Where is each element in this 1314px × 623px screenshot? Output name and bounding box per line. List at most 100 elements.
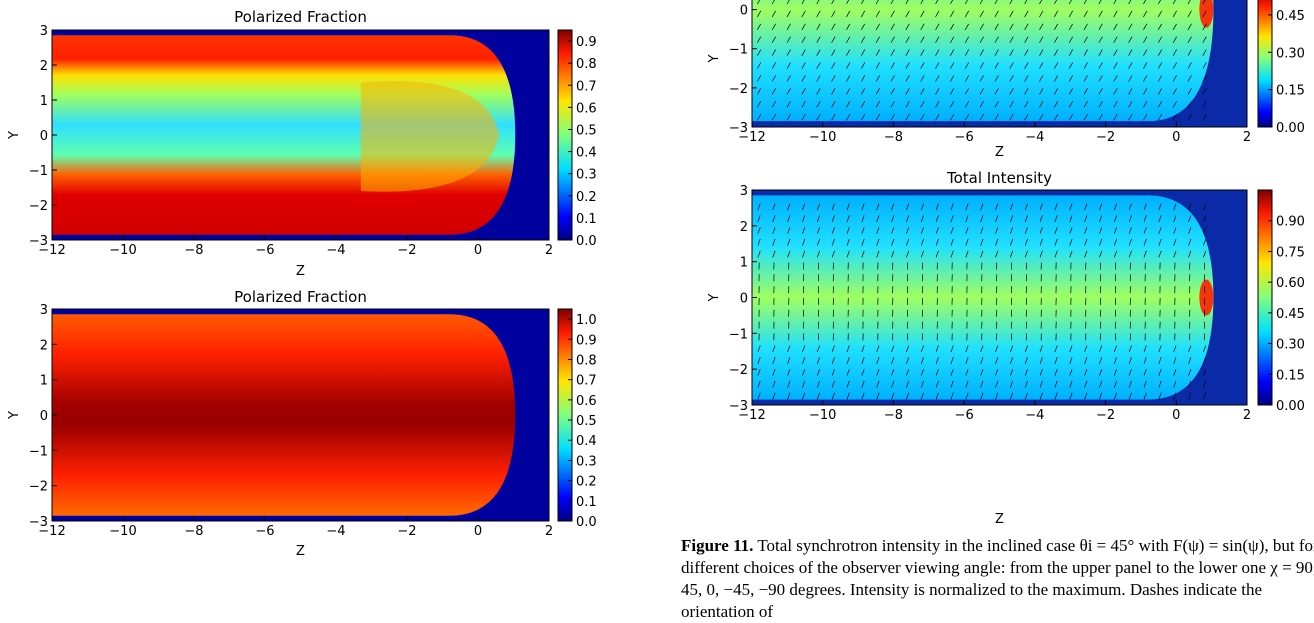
y-tick-label: 3: [40, 303, 48, 318]
y-tick-label: −3: [729, 121, 748, 136]
y-axis-label: Y: [707, 54, 722, 63]
colorbar-tick-label: 0.45: [1276, 9, 1305, 24]
y-tick-label: −3: [29, 515, 48, 530]
x-axis-label: Z: [995, 512, 1004, 527]
colorbar-tick-label: 0.5: [576, 123, 597, 138]
colorbar-tick-label: 0.00: [1276, 399, 1305, 414]
colorbar-tick-label: 0.30: [1276, 46, 1305, 61]
colorbar-tick-label: 0.1: [576, 495, 597, 510]
colorbar-tick-label: 0.8: [576, 353, 597, 368]
x-tick-label: −2: [1096, 130, 1115, 145]
x-tick-label: 0: [474, 524, 482, 539]
x-tick-label: −4: [326, 243, 345, 258]
figure-caption: Figure 11. Total synchrotron intensity i…: [681, 535, 1314, 623]
y-tick-label: −3: [729, 399, 748, 414]
x-tick-label: −8: [184, 243, 203, 258]
colorbar-tick-label: 0.15: [1276, 84, 1305, 99]
colorbar-tick-label: 0.3: [576, 168, 597, 183]
y-tick-label: −1: [29, 444, 48, 459]
colorbar: [1258, 190, 1272, 405]
caption-text: Total synchrotron intensity in the incli…: [681, 536, 1314, 621]
colorbar-tick-label: 0.7: [576, 79, 597, 94]
y-tick-label: 3: [40, 24, 48, 39]
colorbar-tick-label: 0.0: [576, 515, 597, 530]
x-tick-label: −4: [1025, 408, 1044, 423]
x-tick-label: −10: [109, 243, 136, 258]
x-tick-label: 2: [1243, 130, 1251, 145]
x-tick-label: −6: [255, 524, 274, 539]
jet-body: [52, 314, 515, 515]
y-axis-label: Y: [7, 411, 22, 420]
y-tick-label: 2: [40, 338, 48, 353]
plot-title: Polarized Fraction: [234, 288, 367, 306]
colorbar-tick-label: 0.2: [576, 475, 597, 490]
x-tick-label: 0: [474, 243, 482, 258]
y-tick-label: −3: [29, 234, 48, 249]
colorbar-tick-label: 0.6: [576, 394, 597, 409]
x-tick-label: −8: [884, 130, 903, 145]
plot-title: Polarized Fraction: [234, 8, 367, 26]
colorbar: [558, 30, 572, 240]
x-axis-label: Z: [296, 544, 305, 559]
y-tick-label: −2: [729, 363, 748, 378]
x-tick-label: −2: [397, 243, 416, 258]
colorbar-tick-label: 0.45: [1276, 307, 1305, 322]
x-tick-label: −10: [809, 408, 836, 423]
y-tick-label: −2: [29, 480, 48, 495]
x-tick-label: −10: [809, 130, 836, 145]
x-tick-label: −6: [955, 408, 974, 423]
x-tick-label: −4: [326, 524, 345, 539]
colorbar-tick-label: 0.15: [1276, 368, 1305, 383]
x-tick-label: −8: [184, 524, 203, 539]
y-tick-label: 0: [740, 292, 748, 307]
y-tick-label: −2: [729, 82, 748, 97]
colorbar-tick-label: 0.9: [576, 333, 597, 348]
x-tick-label: −2: [397, 524, 416, 539]
plot-title: Total Intensity: [946, 169, 1052, 187]
x-tick-label: −4: [1025, 130, 1044, 145]
jet-body: [752, 195, 1213, 399]
colorbar-tick-label: 1.0: [576, 313, 597, 328]
y-tick-label: −1: [29, 164, 48, 179]
colorbar-tick-label: 0.2: [576, 190, 597, 205]
y-tick-label: 1: [40, 374, 48, 389]
colorbar-tick-label: 0.90: [1276, 215, 1305, 230]
hot-spot: [1199, 280, 1213, 316]
colorbar-tick-label: 0.1: [576, 212, 597, 227]
y-tick-label: −1: [729, 43, 748, 58]
y-tick-label: 0: [740, 4, 748, 19]
y-axis-label: Y: [7, 131, 22, 140]
x-tick-label: −8: [884, 408, 903, 423]
colorbar-tick-label: 0.75: [1276, 245, 1305, 260]
x-axis-label: Z: [296, 264, 305, 279]
y-tick-label: 0: [40, 129, 48, 144]
colorbar-tick-label: 0.5: [576, 414, 597, 429]
caption-label: Figure 11.: [681, 536, 753, 555]
colorbar-tick-label: 0.30: [1276, 338, 1305, 353]
colorbar-tick-label: 0.6: [576, 101, 597, 116]
y-tick-label: 2: [40, 59, 48, 74]
y-tick-label: 1: [40, 94, 48, 109]
colorbar-tick-label: 0.4: [576, 146, 597, 161]
x-tick-label: −6: [955, 130, 974, 145]
y-tick-label: 0: [40, 409, 48, 424]
colorbar: [1258, 0, 1272, 127]
y-tick-label: −1: [729, 327, 748, 342]
colorbar-tick-label: 0.0: [576, 234, 597, 249]
x-axis-label: Z: [995, 145, 1004, 160]
x-tick-label: 0: [1172, 408, 1180, 423]
x-tick-label: −2: [1096, 408, 1115, 423]
x-tick-label: 2: [545, 524, 553, 539]
y-tick-label: 2: [740, 220, 748, 235]
y-axis-label: Y: [707, 293, 722, 302]
x-tick-label: 0: [1172, 130, 1180, 145]
colorbar: [558, 309, 572, 521]
